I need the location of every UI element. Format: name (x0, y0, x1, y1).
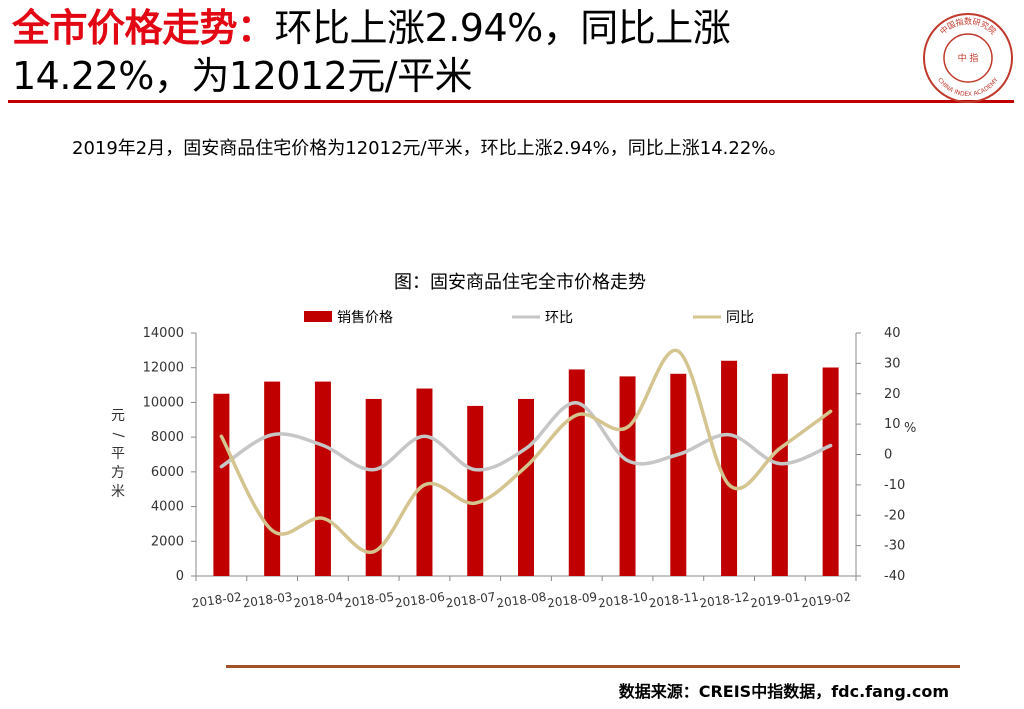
line-yoy (219, 348, 833, 554)
y2-tick-label: 20 (884, 387, 901, 402)
y2-tick-label: -20 (884, 508, 905, 523)
title-divider (8, 100, 1014, 103)
bar-price (264, 381, 281, 576)
y-tick-label: 10000 (143, 395, 184, 410)
x-tick-label: 2019-02 (800, 590, 852, 611)
legend-label-yoy: 同比 (726, 310, 754, 326)
x-tick-label: 2018-05 (343, 590, 395, 611)
y-tick-label: 2000 (151, 534, 184, 549)
bar-price (670, 373, 687, 576)
x-tick-label: 2018-12 (699, 590, 751, 611)
x-tick-label: 2018-06 (394, 590, 446, 611)
x-tick-label: 2018-11 (648, 590, 700, 611)
y-axis-label-char: 元 (111, 408, 125, 424)
chart-title: 图：固安商品住宅全市价格走势 (394, 272, 646, 293)
y2-tick-label: 40 (884, 326, 901, 341)
summary-text: 2019年2月，固安商品住宅价格为12012元/平米，环比上涨2.94%，同比上… (72, 138, 787, 159)
x-tick-label: 2018-02 (191, 590, 243, 611)
title-rest: 环比上涨2.94%，同比上涨14.22%，为12012元/平米 (12, 6, 731, 98)
y-axis-label-char: 方 (111, 465, 125, 481)
y2-tick-label: -30 (884, 539, 905, 554)
bar-price (314, 381, 331, 576)
bar-price (822, 367, 839, 576)
y-tick-label: 0 (176, 569, 184, 584)
y2-tick-label: 10 (884, 417, 901, 432)
bar-price (568, 369, 585, 576)
y-axis-label-char: / (110, 433, 126, 438)
legend-label-mom: 环比 (545, 310, 573, 326)
bar-price (213, 393, 230, 576)
x-tick-label: 2018-09 (546, 590, 598, 611)
x-tick-label: 2018-10 (597, 590, 649, 611)
x-tick-label: 2018-07 (445, 590, 497, 611)
logo-center-text: 中 指 (958, 52, 979, 64)
bar-price (518, 398, 534, 576)
line-mom (219, 401, 833, 472)
y-tick-label: 12000 (143, 361, 184, 376)
page-title: 全市价格走势：环比上涨2.94%，同比上涨14.22%，为12012元/平米 (12, 4, 892, 100)
china-index-academy-logo: 中国指数研究院 CHINA INDEX ACADEMY 中 指 (923, 13, 1013, 103)
y-tick-label: 14000 (143, 326, 184, 341)
bar-price (771, 373, 788, 576)
bar-price (365, 398, 382, 576)
x-tick-label: 2018-03 (242, 590, 294, 611)
title-accent: 全市价格走势： (12, 6, 275, 50)
bar-price (467, 405, 484, 576)
source-divider (226, 665, 960, 668)
legend-swatch-price (304, 311, 332, 322)
y-tick-label: 6000 (151, 465, 184, 480)
bar-price (721, 360, 738, 576)
y2-tick-label: -10 (884, 478, 905, 493)
y2-tick-label: -40 (884, 569, 905, 584)
legend-label-price: 销售价格 (337, 310, 393, 326)
y2-tick-label: 30 (884, 356, 901, 371)
data-source: 数据来源：CREIS中指数据，fdc.fang.com (618, 682, 949, 701)
y-axis-label-char: 米 (111, 484, 125, 500)
bar-price (619, 376, 636, 576)
y2-tick-label: 0 (884, 448, 892, 463)
y-tick-label: 8000 (151, 430, 184, 445)
y2-axis-label: % (904, 421, 916, 436)
x-tick-label: 2018-04 (293, 590, 345, 611)
y-axis-label-char: 平 (111, 446, 125, 462)
x-tick-label: 2018-08 (496, 590, 548, 611)
x-tick-label: 2019-01 (749, 590, 801, 611)
y-tick-label: 4000 (151, 500, 184, 515)
